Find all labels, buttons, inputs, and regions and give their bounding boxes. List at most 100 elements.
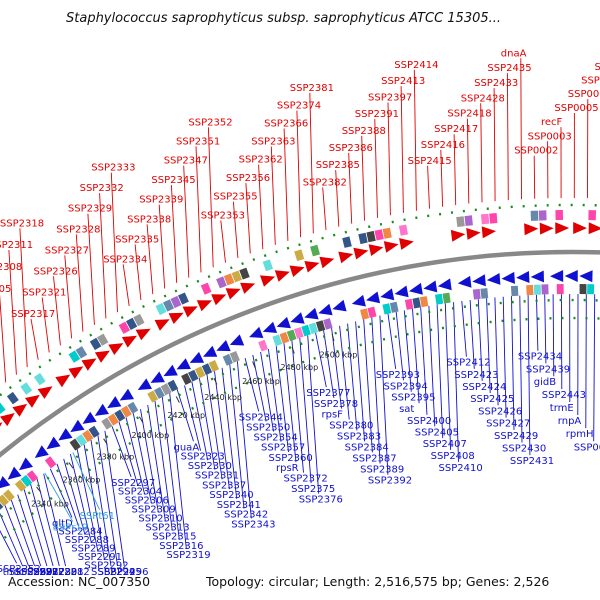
forward-gene-label: recF	[541, 117, 563, 128]
gene-function-block	[294, 249, 305, 262]
reverse-leader	[184, 385, 202, 451]
forward-gene-label: SSP2388	[342, 126, 386, 137]
reverse-leader	[0, 512, 24, 567]
forward-gene-arrow	[182, 306, 198, 318]
forward-leader	[158, 204, 166, 289]
reverse-gene-label: SSP2313	[145, 522, 189, 533]
reverse-gene-label: SSP2393	[376, 370, 420, 381]
gene-function-block	[366, 230, 376, 243]
reverse-gene-label: rpsR	[276, 463, 299, 474]
reverse-gene-arrow	[550, 270, 564, 282]
reverse-gene-arrow	[501, 271, 515, 284]
reverse-gene-label: tmk	[3, 567, 23, 578]
gene-function-block	[89, 337, 102, 351]
reverse-gene-arrow	[564, 270, 578, 282]
reverse-gene-label: SSP2281	[39, 567, 83, 578]
gene-function-block	[0, 402, 6, 415]
forward-leader	[8, 249, 17, 375]
reverse-leader	[69, 453, 92, 543]
gene-function-block	[587, 284, 595, 295]
reverse-gene-arrow	[0, 476, 11, 489]
forward-gene-arrow	[0, 422, 3, 427]
reverse-leader	[206, 374, 223, 480]
reverse-gene-label: SSP2337	[202, 480, 246, 491]
reverse-gene-label: SSP2425	[470, 394, 514, 405]
forward-gene-label: SSP2333	[91, 163, 135, 174]
reverse-gene-label: guaA	[174, 442, 200, 453]
forward-gene-arrow	[399, 238, 414, 250]
forward-gene-arrow	[37, 386, 53, 399]
reverse-leader	[315, 332, 327, 388]
forward-gene-arrow	[121, 335, 137, 348]
forward-gene-label: SSP2413	[381, 76, 425, 87]
reverse-gene-label: trmE	[550, 403, 574, 414]
reverse-leader	[379, 315, 389, 475]
reverse-leader	[198, 378, 216, 470]
reverse-gene-label: SSP2273	[27, 567, 71, 578]
gene-function-block	[68, 350, 81, 363]
gene-function-block	[120, 405, 132, 418]
reverse-gene-label: gidB	[534, 377, 556, 388]
forward-gene-arrow	[481, 226, 496, 239]
reverse-gene-label: SSP2380	[329, 421, 373, 432]
reverse-gene-arrow	[530, 270, 544, 283]
forward-leader	[427, 165, 430, 209]
forward-gene-label: SSP2317	[11, 309, 55, 320]
reverse-leader	[221, 367, 238, 499]
gene-function-block	[44, 456, 57, 469]
gene-function-block	[188, 369, 199, 382]
forward-leader	[400, 86, 404, 213]
reverse-gene-label: SSP2434	[518, 352, 562, 363]
reverse-gene-label: SSP2330	[188, 461, 232, 472]
reverse-leader	[593, 294, 596, 442]
reverse-leader	[519, 295, 523, 443]
forward-leader	[146, 224, 154, 295]
forward-gene-arrow	[573, 222, 587, 234]
gene-function-block	[14, 479, 27, 492]
forward-gene-label: SSP2366	[264, 119, 308, 130]
reverse-gene-label: SSP2430	[502, 444, 546, 455]
reverse-gene-arrow	[457, 275, 472, 288]
reverse-leader	[36, 478, 60, 567]
forward-leader	[183, 165, 190, 278]
gene-function-block	[472, 288, 481, 300]
reverse-gene-arrow	[486, 273, 501, 285]
reverse-gene-arrow	[579, 270, 593, 283]
gene-function-block	[279, 332, 290, 344]
reverse-leader	[191, 381, 209, 461]
forward-gene-arrow	[338, 251, 354, 264]
reverse-gene-label: SSP2387	[352, 453, 396, 464]
forward-gene-label: SSP2417	[434, 124, 478, 135]
kbp-scale: 2340 kbp 2360 kbp 2380 kbp 2400 kbp 2420 kbp…	[31, 333, 358, 509]
forward-gene-label: SSP2428	[461, 93, 505, 104]
forward-gene-arrow	[168, 312, 184, 324]
reverse-gene-label: SSP2384	[345, 442, 389, 453]
reverse-leader	[511, 296, 515, 431]
forward-leader	[41, 297, 50, 353]
reverse-gene-label: SSP2272	[21, 567, 65, 578]
reverse-gene-arrow	[437, 278, 452, 291]
kbp-tick	[252, 361, 256, 369]
forward-gene-arrow	[240, 282, 256, 294]
gene-function-block	[258, 339, 268, 352]
reverse-gene-label: SSP2424	[462, 382, 506, 393]
gene-function-block	[154, 386, 165, 399]
forward-leader	[533, 155, 536, 199]
gene-function-block	[286, 329, 297, 342]
forward-gene-label: SSP2381	[290, 83, 334, 94]
kbp-label: 2400 kbp	[132, 431, 170, 440]
gene-function-block	[533, 284, 541, 295]
forward-leader	[64, 255, 73, 339]
forward-gene-arrow	[555, 222, 570, 235]
gene-function-block	[6, 391, 19, 405]
gene-function-block	[538, 210, 547, 221]
forward-gene-arrow	[450, 229, 466, 242]
forward-gene-arrow	[319, 256, 335, 269]
reverse-gene-label: SSP2408	[431, 451, 475, 462]
gene-function-block	[127, 401, 139, 414]
reverse-leader	[535, 294, 539, 351]
reverse-gene-label: SSP0007	[574, 442, 600, 453]
reverse-gene-label: SSP2319	[166, 550, 210, 561]
kbp-label: 2500 kbp	[320, 350, 358, 359]
reverse-gene-label: SSP2292	[84, 560, 128, 571]
